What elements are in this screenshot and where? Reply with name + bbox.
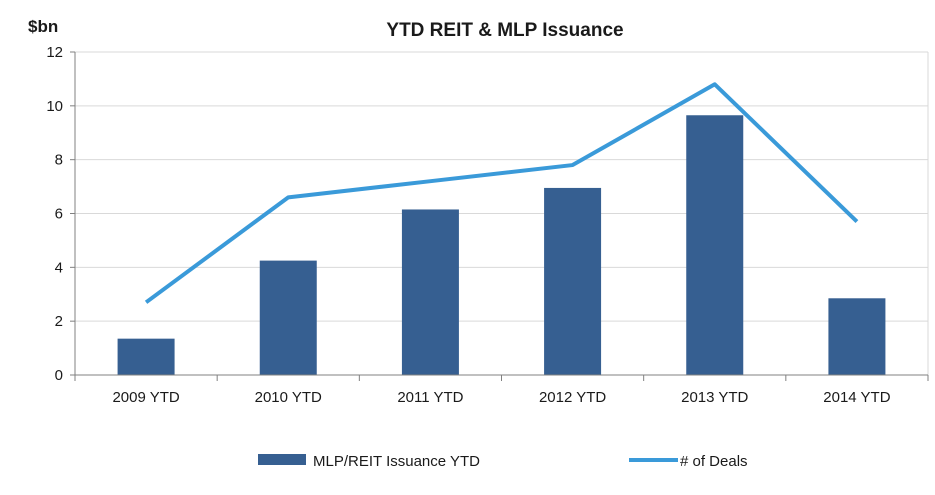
x-tick-label: 2014 YTD <box>823 389 890 406</box>
x-tick-label: 2012 YTD <box>539 389 606 406</box>
bar <box>401 209 459 375</box>
y-tick-label: 4 <box>55 259 63 276</box>
y-tick-label: 12 <box>46 44 63 61</box>
x-tick-label: 2011 YTD <box>397 389 463 406</box>
legend-line-label: # of Deals <box>680 453 748 470</box>
y-tick-label: 2 <box>55 313 63 330</box>
gridlines <box>75 51 929 375</box>
bar <box>259 260 317 375</box>
bar <box>686 115 744 376</box>
bar <box>117 338 175 375</box>
bar <box>544 187 602 375</box>
y-tick-label: 6 <box>55 206 63 223</box>
x-tick-label: 2009 YTD <box>112 389 179 406</box>
line-series <box>144 82 859 304</box>
legend-bar-label: MLP/REIT Issuance YTD <box>313 453 480 470</box>
y-tick-label: 0 <box>55 367 63 384</box>
y-tick-label: 10 <box>46 98 63 115</box>
y-axis-ticks: 0 2 4 6 8 10 12 <box>46 44 76 384</box>
x-tick-label: 2010 YTD <box>255 389 322 406</box>
x-axis: 2009 YTD 2010 YTD 2011 YTD 2012 YTD 2013 YTD… <box>74 374 929 406</box>
bar <box>828 298 886 375</box>
y-axis-unit-label: $bn <box>28 17 58 36</box>
legend-bar-swatch <box>258 454 306 465</box>
deals-line <box>144 82 859 304</box>
chart-title: YTD REIT & MLP Issuance <box>386 20 623 41</box>
x-tick-label: 2013 YTD <box>681 389 748 406</box>
y-tick-label: 8 <box>55 152 63 169</box>
legend: MLP/REIT Issuance YTD # of Deals <box>258 453 748 470</box>
bar-series <box>117 115 886 376</box>
